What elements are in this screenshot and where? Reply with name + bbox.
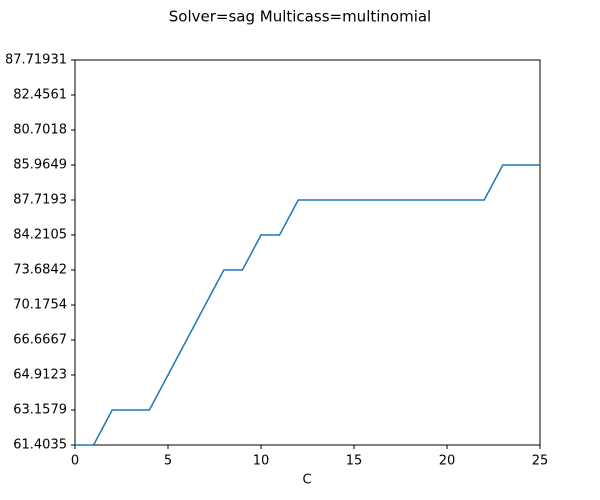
y-tick-label: 63.1579 <box>13 403 67 418</box>
y-tick-label: 84.2105 <box>13 228 67 243</box>
x-tick-label: 10 <box>253 454 270 469</box>
y-tick-label: 87.71931 <box>5 53 67 68</box>
x-tick-label: 15 <box>346 454 363 469</box>
x-axis-label: C <box>302 473 311 488</box>
x-tick-label: 20 <box>439 454 456 469</box>
y-tick-label: 61.4035 <box>13 438 67 453</box>
y-tick-label: 80.7018 <box>13 123 67 138</box>
plot-frame <box>74 59 541 446</box>
y-tick-label: 85.9649 <box>13 158 67 173</box>
x-tick-label: 0 <box>71 454 79 469</box>
y-tick-label: 73.6842 <box>13 263 67 278</box>
x-tick-label: 25 <box>532 454 549 469</box>
y-tick-label: 82.4561 <box>13 88 67 103</box>
y-tick-label: 66.6667 <box>13 333 67 348</box>
x-tick-label: 5 <box>164 454 172 469</box>
y-tick-label: 70.1754 <box>13 298 67 313</box>
chart-title: Solver=sag Multicass=multinomial <box>169 8 431 26</box>
y-tick-label: 64.9123 <box>13 368 67 383</box>
y-tick-label: 87.7193 <box>13 193 67 208</box>
data-line <box>75 164 540 446</box>
